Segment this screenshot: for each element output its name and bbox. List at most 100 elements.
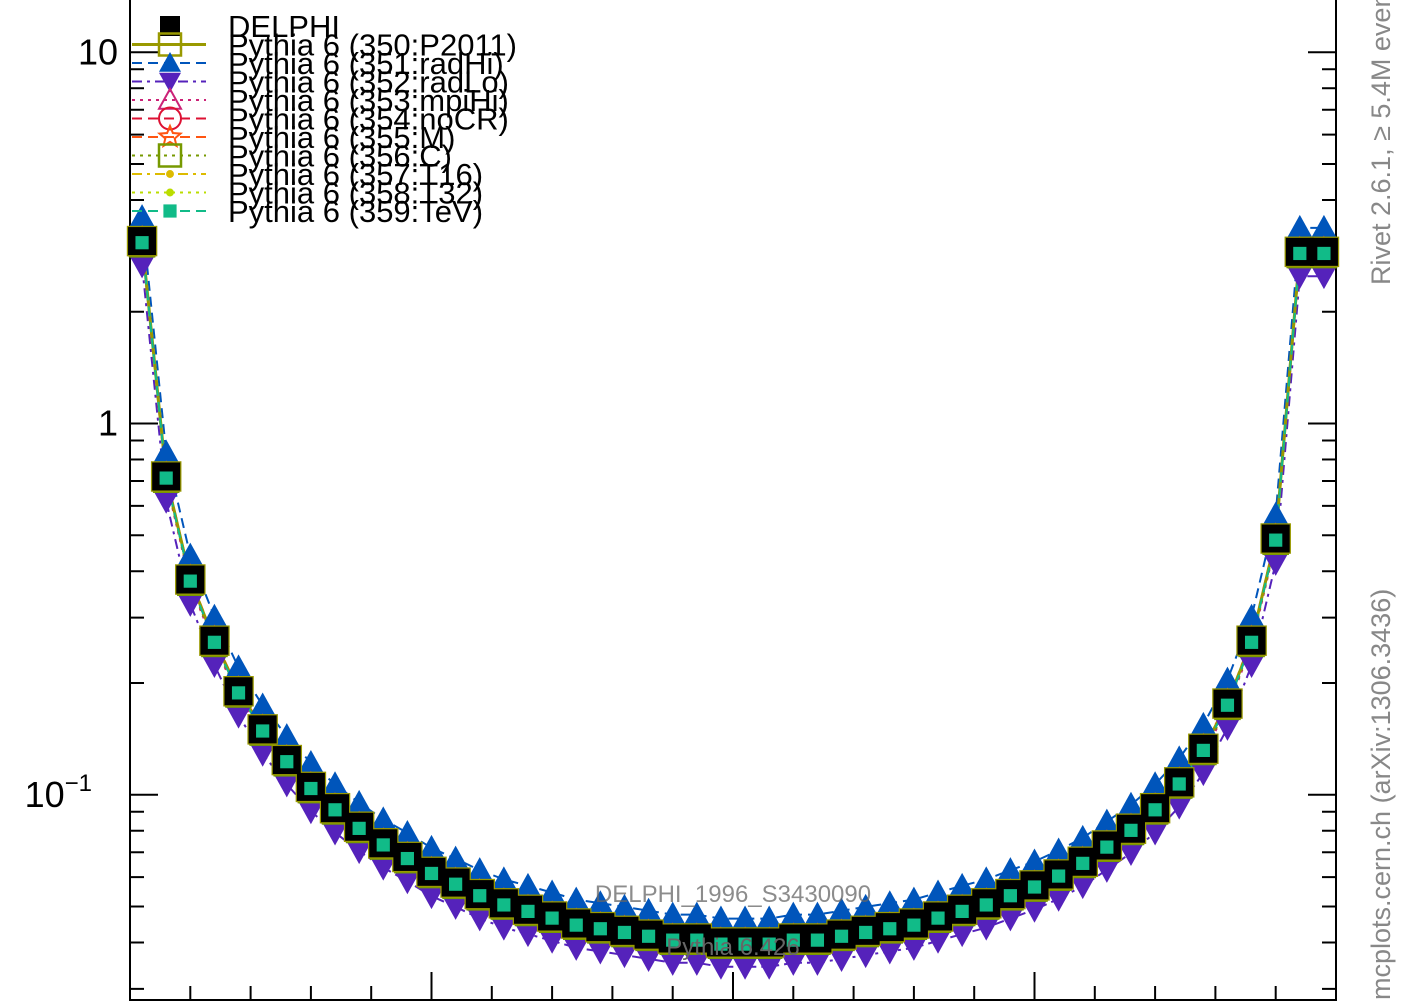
- data-point: [394, 820, 421, 844]
- legend-marker: [157, 143, 183, 168]
- legend-label: Pythia 6 (352:radLo): [228, 65, 509, 100]
- data-point: [979, 898, 993, 912]
- legend-label: Pythia 6 (350:P2011): [228, 28, 517, 63]
- data-point: [732, 905, 759, 929]
- data-point: [683, 901, 710, 925]
- data-point: [1172, 777, 1186, 791]
- y-tick-label: 10−1: [25, 770, 92, 815]
- legend-entry-pythia-6-357-t16: Pythia 6 (357:T16): [132, 157, 483, 192]
- data-point: [1262, 501, 1289, 525]
- series-pythia-6-358-t32-markers: [138, 237, 1328, 946]
- legend-label: Pythia 6 (351:radHi): [228, 46, 504, 81]
- data-point: [852, 944, 879, 969]
- rivet-version-label: Rivet 2.6.1, ≥ 5.4M events: [1366, 0, 1396, 285]
- data-point: [659, 901, 686, 925]
- data-point: [514, 872, 541, 897]
- data-point: [611, 944, 638, 969]
- data-point: [1166, 796, 1193, 820]
- data-point: [1269, 533, 1283, 547]
- data-point: [876, 941, 903, 965]
- data-point: [1117, 791, 1144, 816]
- analysis-id-watermark: DELPHI_1996_S3430090: [595, 881, 871, 908]
- data-point: [1238, 654, 1265, 679]
- data-point: [973, 866, 1000, 890]
- data-point: [1069, 875, 1096, 900]
- data-point: [1286, 214, 1313, 239]
- series-delphi-markers: [128, 227, 1338, 957]
- data-point: [418, 834, 445, 859]
- series-pythia-6-352-radlo-line: [141, 265, 1324, 968]
- data-point: [370, 806, 397, 830]
- data-point: [1052, 869, 1066, 883]
- data-point: [490, 866, 517, 890]
- data-point: [1310, 265, 1337, 290]
- data-point: [400, 851, 414, 866]
- series-pythia-6-353-mpihi-markers: [128, 231, 1338, 959]
- data-point: [256, 724, 270, 738]
- data-point: [346, 789, 373, 814]
- data-point: [177, 542, 204, 566]
- data-point: [955, 904, 969, 918]
- data-point: [328, 803, 342, 817]
- legend-marker: [163, 204, 177, 218]
- data-point: [514, 923, 541, 948]
- legend-entry-pythia-6-356-c: Pythia 6 (356:C): [132, 139, 452, 174]
- legend-marker: [160, 16, 180, 36]
- data-point: [497, 898, 511, 912]
- legend-entry-pythia-6-358-t32: Pythia 6 (358:T32): [132, 176, 483, 211]
- data-point: [611, 893, 638, 918]
- data-point: [177, 593, 204, 617]
- data-point: [297, 749, 324, 774]
- data-point: [756, 905, 783, 929]
- data-point: [707, 956, 734, 980]
- data-point: [635, 948, 662, 972]
- data-point: [442, 896, 469, 920]
- data-point: [762, 937, 776, 951]
- data-point: [1021, 899, 1048, 923]
- data-point: [1310, 214, 1337, 239]
- legend-entry-pythia-6-355-m: Pythia 6 (355:M): [132, 120, 455, 155]
- data-point: [949, 872, 976, 897]
- data-point: [973, 917, 1000, 941]
- data-point: [738, 937, 752, 951]
- data-point: [810, 933, 825, 947]
- legend-entry-pythia-6-359-tev: Pythia 6 (359:TeV): [132, 194, 483, 229]
- data-point: [804, 901, 831, 925]
- data-point: [225, 654, 252, 678]
- data-point: [297, 800, 324, 825]
- data-point: [201, 654, 228, 679]
- data-point: [828, 897, 855, 922]
- y-tick-labels: 10 1 10−1: [25, 31, 118, 815]
- data-point: [1214, 666, 1241, 691]
- legend-marker: [157, 86, 183, 110]
- data-point: [424, 866, 439, 881]
- series-pythia-6-359-tev-line: [141, 242, 1324, 946]
- series-pythia-6-351-radhi-markers: [129, 204, 1337, 929]
- data-point: [249, 692, 276, 716]
- series-pythia-6-357-t16-line: [141, 240, 1324, 944]
- data-point: [539, 879, 566, 903]
- data-point: [563, 937, 590, 961]
- data-point: [1196, 743, 1210, 757]
- data-point: [322, 822, 349, 846]
- data-point: [1076, 856, 1090, 870]
- data-point: [900, 937, 927, 961]
- data-point: [732, 956, 759, 980]
- data-point: [1021, 848, 1048, 872]
- series-lines: [140, 217, 1324, 968]
- legend-label: Pythia 6 (353:mpiHi): [228, 83, 509, 118]
- data-point: [1045, 888, 1072, 912]
- data-point: [925, 879, 952, 903]
- data-point: [997, 908, 1024, 932]
- series-pythia-6-353-mpihi-line: [141, 245, 1324, 949]
- data-point: [1093, 859, 1120, 883]
- data-point: [666, 933, 680, 947]
- data-point: [129, 255, 156, 279]
- data-point: [1166, 745, 1193, 769]
- data-point: [201, 603, 228, 628]
- series-pythia-6-356-c-markers: [128, 231, 1338, 959]
- data-point: [322, 771, 349, 795]
- data-point: [1003, 889, 1017, 903]
- data-point: [473, 889, 487, 903]
